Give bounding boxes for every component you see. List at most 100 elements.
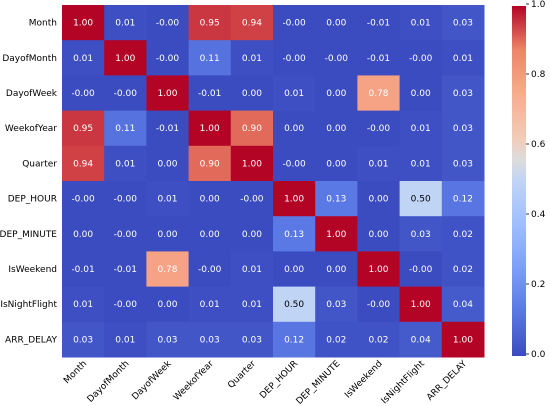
heatmap-cells: 1.00 0.01 -0.00 0.95 0.94 -0.00 0.00 -0.01 0.01 0… [62, 5, 485, 358]
cell-value-label: 1.00 [284, 195, 304, 205]
heatmap-cell [188, 321, 232, 358]
heatmap-cell [146, 321, 190, 358]
cell-value-label: -0.00 [282, 159, 306, 169]
heatmap-cell [315, 145, 358, 182]
heatmap-cell [62, 145, 105, 182]
cell-value-label: -0.00 [282, 19, 306, 29]
cell-value-label: 0.03 [453, 19, 473, 29]
heatmap-cell [62, 75, 105, 112]
heatmap-cell [357, 181, 401, 217]
cell-value-label: 0.12 [453, 195, 473, 205]
heatmap-cell [230, 110, 274, 147]
heatmap-cell [62, 216, 105, 252]
cell-value-label: 0.01 [411, 124, 431, 134]
cell-value-label: 0.00 [284, 265, 304, 275]
heatmap-cell [230, 75, 274, 112]
colorbar-tick-label: 0.2 [531, 280, 545, 290]
heatmap-cell [146, 145, 190, 182]
heatmap-cell [273, 286, 316, 323]
heatmap-cell [357, 216, 401, 252]
colorbar-gradient [512, 6, 526, 356]
cell-value-label: -0.00 [156, 54, 180, 64]
cell-value-label: -0.00 [409, 54, 433, 64]
cell-value-label: -0.01 [198, 89, 221, 99]
heatmap-cell [146, 216, 190, 252]
row-label: IsWeekend [8, 265, 57, 275]
heatmap-cell [399, 110, 443, 147]
cell-value-label: 0.00 [368, 230, 388, 240]
heatmap-cell [188, 286, 232, 323]
row-labels: Month DayofMonth DayofWeek WeekofYear Quarte… [0, 19, 58, 346]
cell-value-label: -0.00 [114, 195, 138, 205]
cell-value-label: 0.03 [453, 89, 473, 99]
heatmap-cell [441, 5, 485, 41]
cell-value-label: 0.94 [73, 159, 93, 169]
cell-value-label: 0.00 [157, 300, 177, 310]
cell-value-label: 0.78 [368, 89, 388, 99]
colorbar-tick-label: 1.0 [531, 0, 546, 10]
cell-value-label: 0.00 [242, 230, 262, 240]
cell-value-label: 0.00 [200, 195, 220, 205]
cell-value-label: 0.01 [157, 195, 177, 205]
cell-value-label: 0.01 [411, 19, 431, 29]
heatmap-cell [62, 110, 105, 147]
cell-value-label: 0.95 [200, 19, 220, 29]
heatmap-cell [441, 110, 485, 147]
column-label: Quarter [226, 359, 258, 391]
cell-value-label: 0.50 [411, 195, 431, 205]
heatmap-cell [146, 286, 190, 323]
heatmap-cell [441, 216, 485, 252]
cell-value-label: 0.01 [73, 300, 93, 310]
column-label: Month [62, 359, 89, 386]
heatmap-cell [441, 75, 485, 112]
heatmap-cell [315, 216, 358, 252]
cell-value-label: 1.00 [326, 230, 346, 240]
cell-value-label: 1.00 [157, 89, 177, 99]
cell-value-label: 0.12 [284, 335, 304, 345]
row-label: Month [29, 19, 57, 29]
heatmap-cell [357, 5, 401, 41]
heatmap-cell [357, 251, 401, 288]
heatmap-cell [441, 321, 485, 358]
cell-value-label: -0.01 [156, 124, 179, 134]
cell-value-label: 0.00 [157, 230, 177, 240]
cell-value-label: 1.00 [73, 19, 93, 29]
cell-value-label: 0.01 [411, 159, 431, 169]
row-label: WeekofYear [5, 124, 57, 134]
heatmap-cell [315, 40, 358, 76]
heatmap-cell [230, 286, 274, 323]
cell-value-label: 0.00 [368, 195, 388, 205]
row-label: DayofMonth [2, 54, 57, 64]
heatmap-cell [146, 40, 190, 76]
heatmap-cell [273, 251, 316, 288]
cell-value-label: 0.13 [326, 195, 346, 205]
heatmap-cell [104, 145, 147, 182]
cell-value-label: -0.00 [114, 230, 138, 240]
heatmap-cell [230, 181, 274, 217]
cell-value-label: 0.04 [453, 300, 473, 310]
cell-value-label: -0.00 [156, 19, 180, 29]
row-label: DayofWeek [6, 89, 58, 99]
cell-value-label: 0.95 [73, 124, 93, 134]
cell-value-label: 0.78 [157, 265, 177, 275]
cell-value-label: 0.00 [157, 159, 177, 169]
heatmap-cell [273, 145, 316, 182]
colorbar-tick-label: 0.4 [531, 210, 546, 220]
heatmap-cell [104, 40, 147, 76]
cell-value-label: 0.94 [242, 19, 262, 29]
heatmap-cell [315, 251, 358, 288]
column-label: ARR_DELAY [425, 359, 469, 403]
heatmap-cell [230, 145, 274, 182]
cell-value-label: 0.00 [242, 89, 262, 99]
heatmap-cell [357, 75, 401, 112]
cell-value-label: 0.00 [326, 159, 346, 169]
cell-value-label: 0.00 [326, 89, 346, 99]
heatmap-cell [273, 5, 316, 41]
heatmap-cell [399, 216, 443, 252]
cell-value-label: 0.01 [368, 159, 388, 169]
heatmap-cell [399, 181, 443, 217]
heatmap-cell [104, 181, 147, 217]
row-label: DEP_MINUTE [0, 230, 57, 240]
cell-value-label: -0.01 [114, 265, 137, 275]
